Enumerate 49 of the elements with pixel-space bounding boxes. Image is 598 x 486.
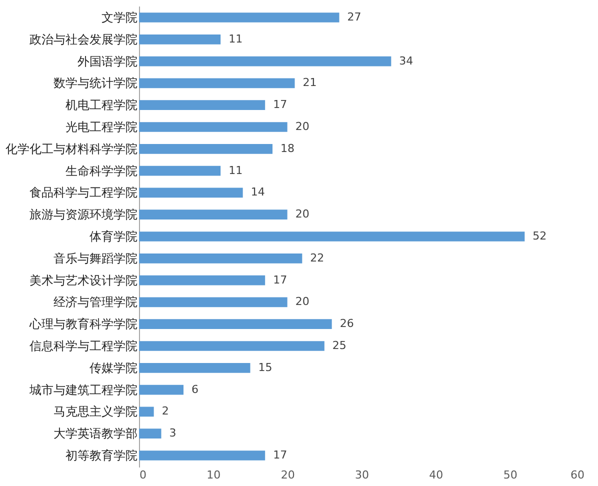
data-label: 26 — [340, 317, 354, 330]
data-label: 11 — [228, 164, 243, 177]
y-tick-label: 光电工程学院 — [66, 120, 138, 134]
data-label: 11 — [228, 32, 243, 46]
data-label: 27 — [347, 10, 362, 24]
y-tick-label: 传媒学院 — [90, 360, 138, 375]
y-tick-label: 马克思主义学院 — [54, 404, 138, 419]
y-tick-label: 心理与教育科学学院 — [28, 317, 138, 332]
data-label: 15 — [258, 360, 272, 374]
y-tick-label: 生命科学学院 — [66, 164, 138, 178]
y-tick-label: 美术与艺术设计学院 — [30, 273, 138, 288]
y-tick-label: 经济与管理学院 — [54, 295, 138, 310]
data-label: 34 — [399, 54, 414, 68]
y-tick-label: 机电工程学院 — [66, 98, 138, 112]
x-tick-label: 0 — [140, 468, 146, 482]
x-tick-label: 10 — [206, 468, 221, 482]
data-label: 20 — [295, 208, 310, 221]
y-tick-label: 文学院 — [102, 10, 138, 24]
data-label: 25 — [332, 339, 346, 352]
data-label: 20 — [295, 120, 310, 133]
y-tick-label: 政治与社会发展学院 — [30, 32, 138, 46]
data-label: 17 — [273, 98, 288, 112]
y-tick-label: 体育学院 — [90, 230, 138, 244]
y-tick-label: 大学英语教学部 — [54, 426, 138, 441]
y-tick-label: 音乐与舞蹈学院 — [54, 251, 138, 266]
data-label: 3 — [169, 426, 176, 440]
y-tick-label: 数学与统计学院 — [54, 76, 138, 90]
data-label: 20 — [295, 295, 310, 308]
y-tick-label: 初等教育学院 — [66, 448, 138, 462]
x-tick-label: 40 — [429, 468, 444, 482]
data-label: 6 — [192, 382, 198, 396]
x-tick-label: 30 — [355, 468, 369, 482]
data-label: 2 — [162, 404, 169, 418]
data-label: 14 — [250, 186, 265, 199]
data-label: 18 — [280, 142, 294, 155]
data-label: 17 — [273, 273, 288, 286]
y-tick-label: 化学化工与材料科学学院 — [6, 142, 138, 156]
data-label: 21 — [302, 76, 317, 90]
y-tick-label: 信息科学与工程学院 — [30, 339, 138, 353]
y-tick-label: 旅游与资源环境学院 — [30, 208, 138, 222]
data-label: 22 — [310, 251, 324, 264]
y-tick-label: 外国语学院 — [78, 54, 138, 68]
data-label: 52 — [532, 230, 547, 242]
x-tick-label: 50 — [503, 468, 518, 482]
data-label: 17 — [273, 448, 288, 462]
y-tick-label: 食品科学与工程学院 — [30, 186, 138, 200]
x-tick-label: 20 — [280, 468, 295, 482]
y-tick-label: 城市与建筑工程学院 — [28, 382, 138, 397]
x-tick-label: 60 — [570, 468, 584, 482]
